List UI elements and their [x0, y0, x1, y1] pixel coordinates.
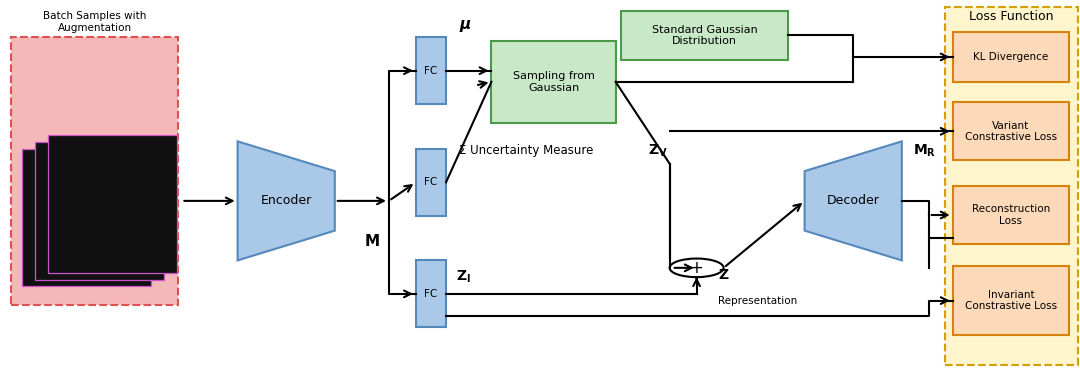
FancyBboxPatch shape [416, 260, 446, 327]
FancyBboxPatch shape [48, 135, 177, 273]
Text: $\mathbf{Z_V}$: $\mathbf{Z_V}$ [648, 142, 667, 159]
Text: $\mathbf{M_R}$: $\mathbf{M_R}$ [913, 142, 936, 159]
FancyBboxPatch shape [953, 102, 1069, 160]
FancyBboxPatch shape [953, 186, 1069, 244]
Text: μ: μ [459, 17, 470, 32]
Polygon shape [238, 141, 335, 260]
FancyBboxPatch shape [35, 142, 164, 280]
FancyBboxPatch shape [11, 37, 178, 305]
Text: Encoder: Encoder [260, 195, 312, 207]
FancyBboxPatch shape [953, 32, 1069, 82]
Text: Invariant
Constrastive Loss: Invariant Constrastive Loss [964, 290, 1057, 311]
Text: FC: FC [424, 177, 437, 187]
FancyBboxPatch shape [22, 149, 151, 286]
Text: Loss Function: Loss Function [969, 10, 1053, 23]
Text: FC: FC [424, 289, 437, 299]
FancyBboxPatch shape [416, 37, 446, 104]
FancyBboxPatch shape [621, 11, 788, 60]
Text: Representation: Representation [718, 296, 797, 306]
Text: M: M [365, 234, 380, 249]
Text: +: + [690, 259, 703, 277]
Text: Reconstruction
Loss: Reconstruction Loss [972, 204, 1050, 226]
Text: $\mathbf{Z_I}$: $\mathbf{Z_I}$ [456, 269, 471, 285]
Text: $\mathbf{Z}$: $\mathbf{Z}$ [718, 268, 730, 282]
Text: FC: FC [424, 66, 437, 76]
FancyBboxPatch shape [491, 41, 616, 123]
Text: Batch Samples with
Augmentation: Batch Samples with Augmentation [43, 11, 146, 33]
Text: Sampling from
Gaussian: Sampling from Gaussian [513, 71, 594, 93]
Text: KL Divergence: KL Divergence [973, 52, 1049, 62]
Text: Variant
Constrastive Loss: Variant Constrastive Loss [964, 121, 1057, 142]
Text: Standard Gaussian
Distribution: Standard Gaussian Distribution [652, 25, 757, 46]
Text: Σ Uncertainty Measure: Σ Uncertainty Measure [459, 144, 593, 157]
FancyBboxPatch shape [953, 266, 1069, 335]
Polygon shape [805, 141, 902, 260]
FancyBboxPatch shape [945, 7, 1078, 365]
Text: Decoder: Decoder [827, 195, 879, 207]
FancyBboxPatch shape [416, 149, 446, 216]
